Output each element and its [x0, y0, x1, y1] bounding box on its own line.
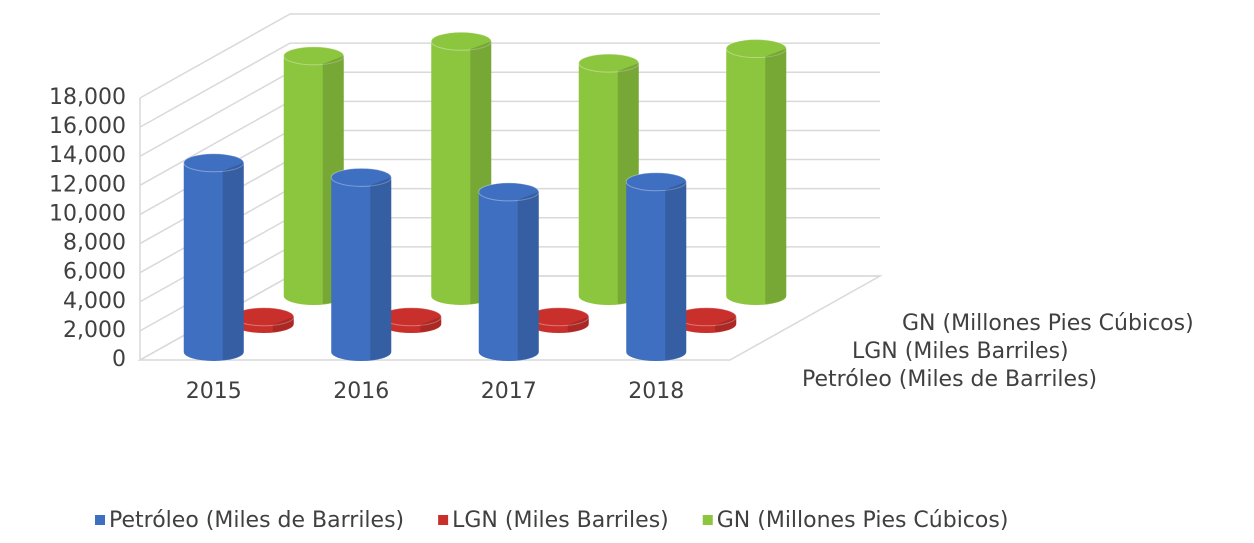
series-axis-label: GN (Millones Pies Cúbicos): [902, 311, 1194, 336]
y-tick-label: 16,000: [49, 114, 126, 139]
bar-top: [283, 46, 345, 66]
y-tick-label: 12,000: [49, 172, 126, 197]
y-tick-label: 18,000: [49, 85, 126, 110]
bar-shade: [715, 316, 737, 332]
bar: [675, 307, 737, 333]
bar-body: [431, 41, 492, 305]
bar: [330, 167, 392, 361]
bar-shade: [222, 162, 244, 360]
bar-body: [626, 181, 687, 361]
y-tick-label: 10,000: [49, 201, 126, 226]
series-axis-label: LGN (Miles Barriles): [852, 339, 1069, 364]
bar-shade: [665, 181, 687, 360]
bar-top: [625, 172, 687, 192]
x-tick-label: 2015: [186, 379, 242, 404]
bar-body: [478, 191, 539, 361]
y-tick-label: 14,000: [49, 143, 126, 168]
legend-swatch: [95, 515, 105, 525]
bar-shade: [517, 191, 539, 360]
bar-shade: [272, 316, 294, 332]
bar: [478, 182, 540, 361]
legend-label: LGN (Miles Barriles): [452, 508, 669, 533]
bar-body: [183, 162, 244, 361]
legend-swatch: [702, 515, 713, 525]
grid-line: [139, 42, 880, 128]
bar: [725, 39, 787, 306]
bar-body: [578, 63, 639, 305]
bar-top: [183, 153, 245, 173]
series-axis-label: Petróleo (Miles de Barriles): [802, 367, 1097, 392]
bar-shade: [420, 316, 442, 332]
bar: [380, 307, 442, 333]
bar-top: [330, 167, 392, 187]
bar-top: [578, 53, 640, 73]
legend-label: GN (Millones Pies Cúbicos): [717, 508, 1009, 533]
y-tick-label: 2,000: [63, 318, 126, 343]
bar-shade: [765, 48, 787, 304]
bar-body: [331, 177, 392, 361]
x-tick-label: 2017: [481, 379, 537, 404]
bar-shade: [567, 316, 589, 332]
y-tick-label: 0: [112, 347, 126, 372]
bar-top: [430, 31, 492, 51]
bar: [183, 153, 245, 361]
x-tick-label: 2018: [628, 379, 684, 404]
bar-top: [478, 182, 540, 202]
bar-body: [283, 55, 344, 306]
bar: [625, 172, 687, 361]
legend-label: Petróleo (Miles de Barriles): [109, 508, 404, 533]
bar: [233, 307, 295, 333]
bar-top: [725, 39, 787, 59]
legend-swatch: [438, 515, 449, 525]
bar-body: [726, 48, 787, 306]
y-tick-label: 8,000: [63, 231, 126, 256]
bar-shade: [370, 177, 392, 360]
y-tick-label: 4,000: [63, 289, 126, 314]
grid-line: [139, 13, 880, 99]
y-tick-label: 6,000: [63, 260, 126, 285]
bar: [528, 307, 590, 333]
x-tick-label: 2016: [333, 379, 389, 404]
